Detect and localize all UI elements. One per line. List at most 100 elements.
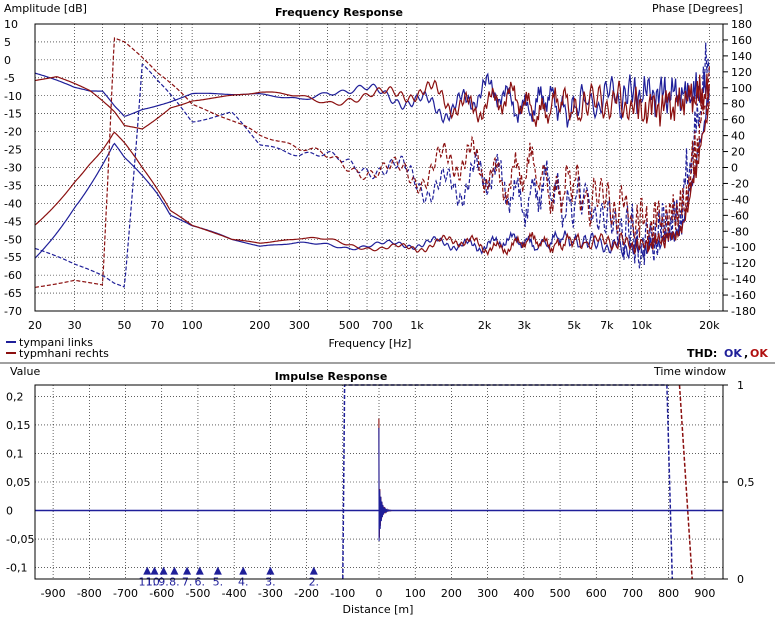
value-tick-label: -0,05	[6, 533, 34, 546]
distance-tick-label: -800	[77, 587, 102, 600]
amplitude-tick-label: -20	[4, 126, 22, 139]
thd-right-status: OK	[750, 347, 768, 360]
value-tick-label: 0	[6, 505, 13, 518]
reflection-marker-label: 4.	[238, 576, 249, 589]
value-tick-label: 0,15	[6, 419, 31, 432]
frequency-tick-label: 20	[28, 319, 42, 332]
phase-tick-label: 120	[731, 66, 752, 79]
phase-tick-label: 80	[731, 98, 745, 111]
value-tick-label: 0,2	[6, 390, 24, 403]
reflection-marker	[309, 566, 318, 575]
distance-tick-label: -300	[258, 587, 283, 600]
amplitude-axis-label: Amplitude [dB]	[4, 2, 87, 15]
legend-label-rechts: typmhani rechts	[19, 347, 109, 360]
impulse-title: Impulse Response	[275, 370, 388, 383]
frequency-tick-label: 50	[117, 319, 131, 332]
amplitude-tick-label: -15	[4, 108, 22, 121]
amplitude-tick-label: 10	[4, 18, 18, 31]
distance-tick-label: -700	[113, 587, 138, 600]
frequency-tick-label: 700	[372, 319, 393, 332]
phase-tick-label: 60	[731, 114, 745, 127]
reflection-markers: 2.3.4.5.6.7.8.9.10.11.	[139, 566, 320, 589]
frequency-tick-label: 200	[249, 319, 270, 332]
frequency-tick-labels: 20 30 50 70 100 200 300 500 700 1k 2k 3k 5k 7k 10k 20k	[28, 319, 720, 332]
reflection-marker-label: 6.	[195, 576, 206, 589]
thd-label: THD:	[687, 347, 717, 360]
amplitude-tick-labels: 10 5 0 -5 -10 -15 -20 -25 -30 -35 -40 -45 -50 -55 -60 -…	[4, 18, 22, 318]
distance-tick-label: 300	[477, 587, 498, 600]
frequency-axis-label: Frequency [Hz]	[329, 337, 412, 350]
distance-tick-label: 200	[441, 587, 462, 600]
distance-tick-label: 500	[550, 587, 571, 600]
phase-tick-label: 140	[731, 50, 752, 63]
magnitude-curve-rechts-lower	[34, 101, 710, 257]
phase-curve-links	[34, 42, 710, 288]
frequency-tick-label: 20k	[699, 319, 720, 332]
distance-tick-labels: -900 -800 -700 -600 -500 -400 -300 -200 -100 0 100…	[41, 587, 716, 600]
reflection-marker	[195, 566, 204, 575]
amplitude-tick-label: -10	[4, 90, 22, 103]
phase-tick-label: 180	[731, 18, 752, 31]
reflection-marker	[266, 566, 275, 575]
amplitude-tick-label: -30	[4, 162, 22, 175]
reflection-marker-label: 5.	[213, 576, 224, 589]
frequency-tick-label: 2k	[478, 319, 492, 332]
distance-tick-label: 0	[376, 587, 383, 600]
frequency-tick-label: 300	[289, 319, 310, 332]
frequency-tick-label: 70	[150, 319, 164, 332]
frequency-response-chart: 1050-5-10-15-20-25-30-35-40-45-50-55-60-…	[4, 2, 768, 360]
phase-tick-label: -60	[731, 209, 749, 222]
phase-tick-label: 20	[731, 146, 745, 159]
window-tick-label: 0,5	[737, 476, 755, 489]
magnitude-curve-rechts	[34, 73, 710, 130]
phase-tick-label: -180	[731, 305, 756, 318]
reflection-marker	[239, 566, 248, 575]
reflection-marker-label: 2.	[309, 576, 320, 589]
amplitude-tick-label: -65	[4, 287, 22, 300]
phase-axis-label: Phase [Degrees]	[652, 2, 743, 15]
amplitude-tick-label: 0	[4, 54, 11, 67]
value-axis-label: Value	[10, 365, 40, 378]
amplitude-tick-label: -45	[4, 215, 22, 228]
frequency-tick-label: 500	[339, 319, 360, 332]
distance-tick-label: 100	[405, 587, 426, 600]
distance-tick-label: -100	[330, 587, 355, 600]
phase-tick-labels: 180 160 140 120 100 80 60 40 20 0 -20 -40 -60 -80 -100…	[723, 18, 756, 318]
phase-tick-label: -100	[731, 241, 756, 254]
time-window-label: Time window	[653, 365, 726, 378]
amplitude-tick-label: -40	[4, 197, 22, 210]
distance-tick-label: -500	[185, 587, 210, 600]
phase-tick-label: 0	[731, 162, 738, 175]
value-tick-label: 0,05	[6, 476, 31, 489]
window-tick-label: 0	[737, 573, 744, 586]
value-tick-label: 0,1	[6, 447, 24, 460]
distance-tick-label: -200	[294, 587, 319, 600]
frequency-tick-label: 1k	[410, 319, 424, 332]
phase-tick-label: -120	[731, 257, 756, 270]
phase-tick-label: -140	[731, 273, 756, 286]
phase-tick-label: 40	[731, 130, 745, 143]
phase-tick-label: 160	[731, 34, 752, 47]
frequency-tick-label: 7k	[600, 319, 614, 332]
thd-left-status: OK	[724, 347, 742, 360]
frequency-tick-label: 100	[182, 319, 203, 332]
distance-tick-label: -900	[41, 587, 66, 600]
distance-tick-label: 700	[622, 587, 643, 600]
window-tick-labels: 10,50	[723, 379, 755, 586]
reflection-marker-label: 9.	[158, 576, 169, 589]
reflection-marker	[170, 566, 179, 575]
reflection-marker	[150, 566, 159, 575]
amplitude-tick-label: -25	[4, 144, 22, 157]
amplitude-tick-label: -70	[4, 305, 22, 318]
value-tick-labels: 0,2 0,15 0,1 0,05 0 -0,05 -0,1	[6, 390, 34, 574]
frequency-tick-label: 5k	[567, 319, 581, 332]
phase-tick-label: -80	[731, 225, 749, 238]
phase-tick-label: -160	[731, 289, 756, 302]
frequency-curves	[34, 37, 710, 288]
impulse-trace-links	[378, 427, 392, 542]
frequency-tick-label: 3k	[517, 319, 531, 332]
legend-label-links: tympani links	[19, 336, 93, 349]
reflection-marker-label: 3.	[265, 576, 276, 589]
value-tick-label: -0,1	[6, 562, 27, 575]
